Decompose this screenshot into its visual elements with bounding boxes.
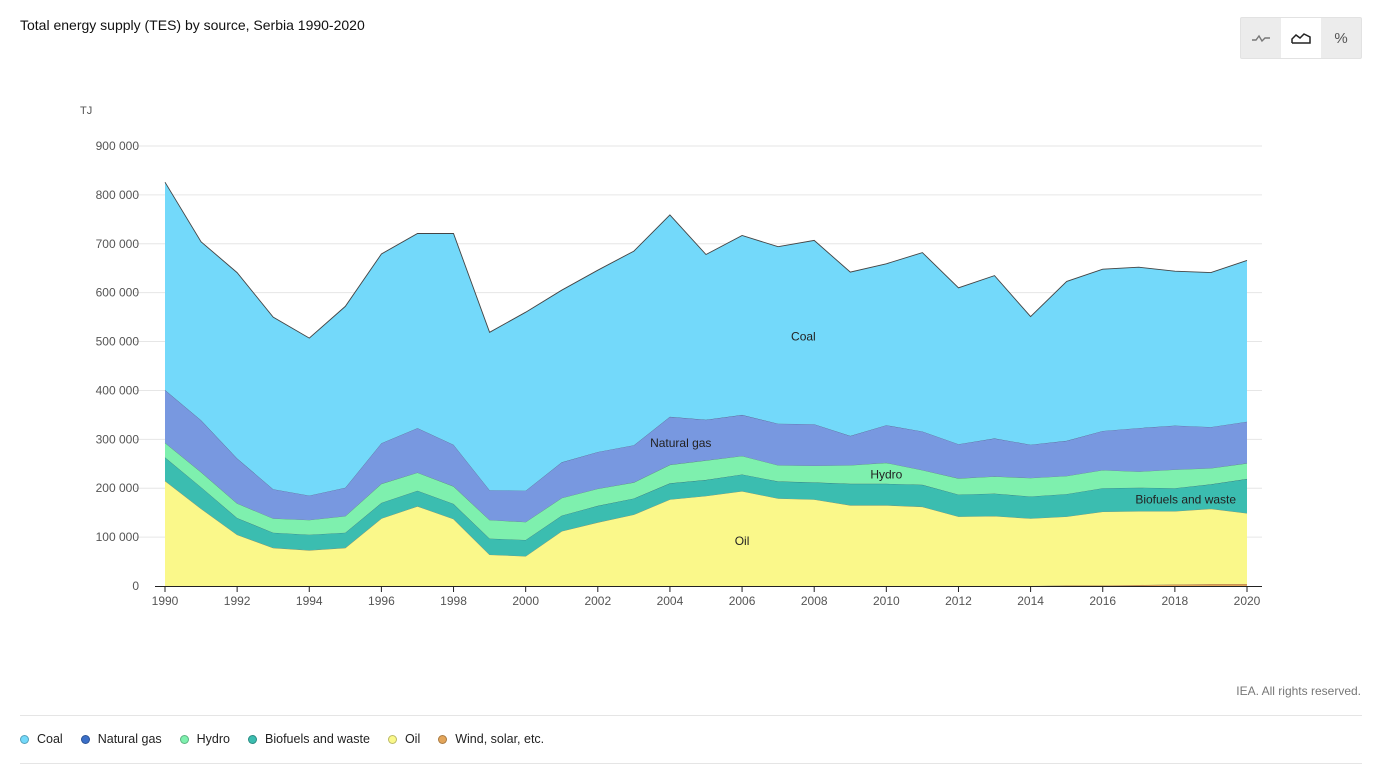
area-natural-gas[interactable]	[165, 390, 1247, 522]
bottom-divider	[20, 763, 1362, 764]
x-tick-label: 2020	[1234, 594, 1261, 608]
y-axis-unit: TJ	[80, 105, 92, 117]
y-tick-label: 700 000	[96, 237, 140, 251]
y-tick-label: 0	[132, 579, 139, 593]
y-tick-label: 600 000	[96, 286, 140, 300]
area-chart-toggle[interactable]	[1281, 18, 1321, 58]
series-label: Natural gas	[650, 436, 711, 450]
line-chart-icon	[1252, 34, 1270, 43]
percent-icon: %	[1334, 29, 1348, 47]
copyright-note: IEA. All rights reserved.	[1236, 684, 1361, 698]
area-series	[164, 181, 1248, 587]
y-tick-label: 800 000	[96, 188, 140, 202]
y-tick-label: 400 000	[96, 383, 140, 397]
legend-item[interactable]: Biofuels and waste	[248, 732, 370, 746]
series-label: Coal	[791, 330, 816, 344]
chart-type-toggle: %	[1240, 17, 1362, 59]
x-tick-label: 1990	[152, 594, 179, 608]
x-tick-label: 1996	[368, 594, 395, 608]
area-oil[interactable]	[165, 480, 1247, 586]
area-chart-icon	[1291, 33, 1311, 44]
x-tick-label: 2004	[657, 594, 684, 608]
percent-toggle[interactable]: %	[1321, 18, 1361, 58]
legend-swatch	[438, 734, 448, 744]
legend-label: Natural gas	[97, 732, 162, 746]
series-label: Hydro	[870, 468, 902, 482]
legend-label: Oil	[404, 732, 421, 746]
area-coal[interactable]	[165, 182, 1247, 496]
legend-swatch	[387, 734, 397, 744]
legend-swatch	[248, 734, 257, 744]
legend-swatch	[80, 734, 90, 744]
legend-swatch	[20, 734, 29, 744]
legend-label: Coal	[37, 732, 63, 746]
x-tick-label: 2014	[1017, 594, 1044, 608]
x-tick-label: 2010	[873, 594, 900, 608]
series-line	[164, 181, 1248, 339]
x-tick-label: 2002	[584, 594, 611, 608]
y-tick-label: 900 000	[96, 139, 140, 153]
legend-label: Wind, solar, etc.	[455, 732, 545, 746]
series-label: Oil	[735, 534, 750, 548]
x-tick-label: 1998	[440, 594, 467, 608]
chart-title: Total energy supply (TES) by source, Ser…	[20, 17, 365, 33]
legend-divider	[20, 715, 1362, 716]
axes: 0 100 000 200 000 300 000 400 000 500 000 600 …	[96, 139, 1262, 608]
legend-item[interactable]: Coal	[20, 732, 63, 746]
legend-item[interactable]: Hydro	[179, 732, 230, 746]
x-tick-label: 2000	[512, 594, 539, 608]
series-labels: Coal Natural gas Hydro Biofuels and waste Oi…	[650, 330, 1236, 548]
x-tick-label: 1994	[296, 594, 323, 608]
area-hydro[interactable]	[165, 442, 1247, 540]
legend-item[interactable]: Wind, solar, etc.	[438, 732, 544, 746]
line-chart-toggle[interactable]	[1241, 18, 1281, 58]
area-biofuels-and-waste[interactable]	[165, 457, 1247, 557]
x-tick-label: 2006	[729, 594, 756, 608]
stacked-area-chart: 0 100 000 200 000 300 000 400 000 500 000 600 …	[80, 105, 1262, 608]
series-label: Biofuels and waste	[1135, 492, 1236, 506]
area-wind-solar-etc[interactable]	[165, 584, 1247, 586]
y-tick-label: 500 000	[96, 335, 140, 349]
x-tick-label: 2008	[801, 594, 828, 608]
x-tick-label: 2012	[945, 594, 972, 608]
legend-label: Biofuels and waste	[265, 732, 370, 746]
y-tick-label: 300 000	[96, 432, 140, 446]
x-tick-label: 2018	[1162, 594, 1189, 608]
y-tick-label: 100 000	[96, 530, 140, 544]
x-tick-label: 1992	[224, 594, 251, 608]
legend-item[interactable]: Oil	[387, 732, 421, 746]
x-tick-label: 2016	[1089, 594, 1116, 608]
legend-item[interactable]: Natural gas	[80, 732, 162, 746]
y-tick-label: 200 000	[96, 481, 140, 495]
legend-swatch	[179, 734, 189, 744]
legend-label: Hydro	[196, 732, 230, 746]
legend: Coal Natural gas Hydro Biofuels and waste Oi…	[20, 732, 562, 746]
